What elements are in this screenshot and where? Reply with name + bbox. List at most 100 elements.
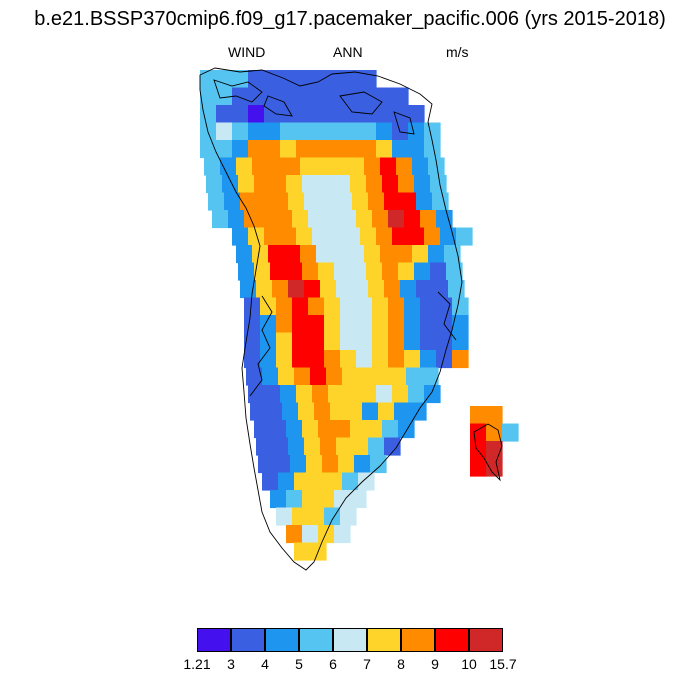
wind-cell (360, 385, 377, 404)
wind-cell (276, 350, 293, 369)
wind-cell (430, 262, 447, 281)
wind-cell (436, 350, 453, 369)
wind-cell (270, 490, 287, 509)
wind-cell (428, 157, 445, 176)
period-label: ANN (333, 44, 363, 60)
wind-cell (366, 262, 383, 281)
wind-cell (420, 297, 437, 316)
wind-cell (388, 315, 405, 334)
wind-cell (268, 157, 285, 176)
wind-cell (354, 455, 371, 474)
colorbar-swatch (265, 628, 299, 652)
colorbar-tick-label: 7 (363, 656, 371, 672)
wind-cell (292, 210, 309, 229)
wind-cell (328, 122, 345, 141)
wind-cell (334, 525, 351, 544)
colorbar-tick-label: 6 (329, 656, 337, 672)
wind-cell (356, 315, 373, 334)
wind-cell (294, 367, 311, 386)
wind-cell (356, 210, 373, 229)
wind-cell (356, 332, 373, 351)
wind-cell (244, 210, 261, 229)
wind-cell (260, 315, 277, 334)
wind-cell (276, 297, 293, 316)
wind-cell (320, 192, 337, 211)
wind-cell (332, 157, 349, 176)
wind-cell (336, 437, 353, 456)
wind-cell (302, 420, 319, 439)
wind-cell (448, 280, 465, 299)
wind-cell (440, 227, 457, 246)
wind-cell (280, 227, 297, 246)
wind-cell (324, 507, 341, 526)
wind-cell (302, 175, 319, 194)
wind-cell (358, 367, 375, 386)
wind-cell (216, 140, 233, 159)
wind-cell (248, 140, 265, 159)
wind-cell (376, 227, 393, 246)
wind-cell (340, 210, 357, 229)
wind-cell (408, 227, 425, 246)
colorbar-tick-label: 10 (461, 656, 477, 672)
wind-cell (344, 122, 361, 141)
wind-cell (228, 210, 245, 229)
wind-cell (318, 420, 335, 439)
wind-cell (312, 87, 329, 106)
wind-cell (270, 262, 287, 281)
wind-cell (336, 280, 353, 299)
wind-cell (412, 245, 429, 264)
wind-cell (364, 245, 381, 264)
wind-cell (264, 385, 281, 404)
wind-cell (486, 423, 503, 442)
colorbar-swatch (469, 628, 503, 652)
wind-cell (312, 385, 329, 404)
wind-cell (372, 297, 389, 316)
wind-cell (384, 192, 401, 211)
wind-cell (298, 402, 315, 421)
wind-cell (238, 262, 255, 281)
wind-cell (316, 157, 333, 176)
wind-cell (312, 227, 329, 246)
wind-cell (356, 350, 373, 369)
wind-cell (236, 245, 253, 264)
wind-cell (308, 350, 325, 369)
wind-cell (318, 490, 335, 509)
wind-cell (334, 490, 351, 509)
wind-cell (376, 140, 393, 159)
wind-cell (398, 262, 415, 281)
wind-cell (376, 385, 393, 404)
wind-cell (300, 245, 317, 264)
wind-cell (360, 70, 377, 89)
wind-cell (248, 105, 265, 124)
wind-cell (470, 406, 487, 425)
wind-cell (232, 70, 249, 89)
wind-cell (364, 157, 381, 176)
wind-cell (320, 280, 337, 299)
wind-cell (408, 122, 425, 141)
wind-cell (216, 105, 233, 124)
wind-cell (392, 227, 409, 246)
wind-cell (276, 507, 293, 526)
wind-cell (344, 227, 361, 246)
wind-cell (388, 210, 405, 229)
wind-cell (328, 105, 345, 124)
wind-cell (376, 105, 393, 124)
wind-cell (248, 227, 265, 246)
wind-cell (384, 280, 401, 299)
wind-cell (294, 472, 311, 491)
wind-cell (286, 525, 303, 544)
colorbar-swatch (299, 628, 333, 652)
wind-cell (264, 70, 281, 89)
wind-cell (400, 192, 417, 211)
wind-cell (254, 262, 271, 281)
wind-cell (200, 87, 217, 106)
wind-cell (372, 332, 389, 351)
wind-cell (388, 332, 405, 351)
wind-cell (306, 455, 323, 474)
wind-cell (272, 192, 289, 211)
wind-cell (344, 87, 361, 106)
wind-cell (406, 367, 423, 386)
wind-cell (250, 402, 267, 421)
coastline (199, 67, 503, 571)
wind-cell (240, 192, 257, 211)
